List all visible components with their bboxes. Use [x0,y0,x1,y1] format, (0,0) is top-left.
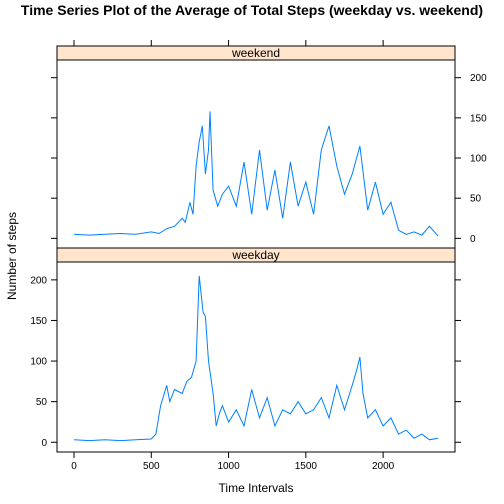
x-tick-label: 0 [71,461,77,472]
y-tick-label-weekday: 100 [30,357,47,368]
y-tick-label-weekend: 200 [470,73,487,84]
plot-frame-weekday [56,261,456,453]
x-tick-label: 500 [143,461,160,472]
x-tick-label: 1000 [217,461,240,472]
x-axis-label: Time Intervals [219,481,294,495]
y-tick-label-weekend: 50 [470,194,482,205]
y-tick-label-weekday: 0 [41,438,47,449]
y-tick-label-weekend: 0 [470,234,476,245]
chart-title: Time Series Plot of the Average of Total… [21,2,483,18]
series-line-weekend [73,111,439,237]
y-axis-label: Number of steps [5,212,19,300]
x-tick-label: 1500 [295,461,318,472]
strip-label-weekday: weekday [231,248,279,262]
y-tick-label-weekend: 150 [470,113,487,124]
y-tick-label-weekend: 100 [470,154,487,165]
series-line-weekday [73,275,439,442]
panel-weekend: weekend 0 50 100 150 200 [51,40,487,249]
strip-label-weekend: weekend [231,46,280,60]
y-tick-label-weekday: 150 [30,316,47,327]
x-tick-label: 2000 [372,461,395,472]
y-tick-label-weekday: 200 [30,275,47,286]
y-tick-label-weekday: 50 [36,397,48,408]
